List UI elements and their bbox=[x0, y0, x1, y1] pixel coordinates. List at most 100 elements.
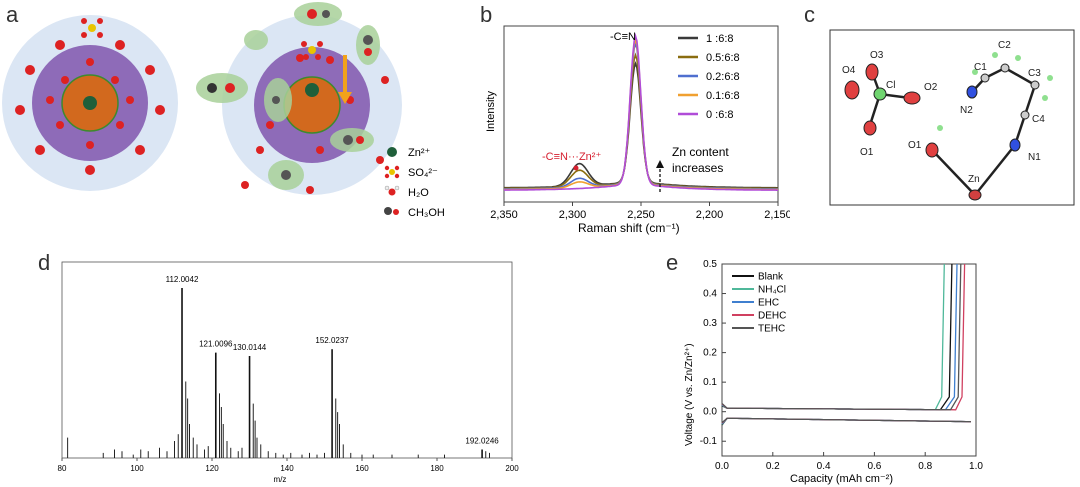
ms-peak-labels: 112.0042 121.0096 130.0144 152.0237 192.0246 bbox=[166, 275, 500, 446]
raman-shoulder-label: -C≡N···Zn²⁺ bbox=[542, 151, 601, 163]
crystal-structure: O4 O3 Cl O2 O1 C1 C2 C3 C4 N2 N1 O1 Zn bbox=[829, 29, 1075, 206]
ms-peak-label: 152.0237 bbox=[315, 336, 349, 345]
gcd-plot-frame bbox=[721, 263, 977, 457]
sulfate-icon bbox=[384, 165, 400, 179]
ms-plot-frame bbox=[61, 261, 513, 459]
atom-c2: C2 bbox=[998, 40, 1011, 51]
atom-o4: O4 bbox=[842, 65, 856, 76]
legend-so4: SO₄²⁻ bbox=[408, 167, 438, 179]
raman-tick-label: 2,300 bbox=[559, 209, 587, 221]
gcd-charge-4 bbox=[721, 263, 962, 411]
panel-c: c bbox=[800, 0, 1080, 215]
orange-arrow bbox=[338, 55, 352, 104]
gcd-legend: Blank NH₄Cl EHC DEHC TEHC bbox=[732, 272, 786, 335]
mass-spectrum: 112.0042 121.0096 130.0144 152.0237 192.0246… bbox=[58, 261, 519, 484]
ms-tick-label: 160 bbox=[355, 464, 369, 473]
ms-tick-label: 200 bbox=[505, 464, 519, 473]
methanol-molecules bbox=[207, 9, 373, 180]
water-molecules-left bbox=[15, 40, 165, 175]
ms-tick-label: 100 bbox=[130, 464, 144, 473]
gcd-y-tick-label: 0.5 bbox=[703, 259, 717, 270]
gcd-x-tick-label: 0.4 bbox=[817, 461, 831, 472]
voltage-chart: 0.0 0.2 0.4 0.6 0.8 1.0 -0.1 0.0 0.1 0.2 0.3 0.4 0.5… bbox=[684, 259, 984, 485]
gcd-legend-label: TEHC bbox=[758, 324, 785, 335]
panel-label-b: b bbox=[480, 2, 493, 27]
gcd-x-label: Capacity (mAh cm⁻²) bbox=[790, 473, 893, 485]
atoms bbox=[844, 52, 1053, 201]
raman-shoulder-marker bbox=[573, 165, 579, 171]
gcd-legend-label: Blank bbox=[758, 272, 784, 283]
gcd-curves bbox=[721, 263, 971, 426]
panel-label-d: d bbox=[38, 250, 51, 275]
atom-c4: C4 bbox=[1032, 114, 1045, 125]
ms-tick-label: 140 bbox=[280, 464, 294, 473]
panel-label-e: e bbox=[666, 250, 679, 275]
zn-increase-arrow bbox=[656, 160, 664, 192]
gcd-y-tick-label: 0.0 bbox=[703, 407, 717, 418]
panel-e: e 0.0 0.2 0.4 0.6 0.8 1.0 -0.1 0.0 0.1 0.2 0.3 0.4 0… bbox=[660, 250, 1080, 487]
ms-tick-label: 120 bbox=[205, 464, 219, 473]
atom-o1-a: O1 bbox=[860, 147, 874, 158]
gcd-x-tick-label: 0.2 bbox=[766, 461, 780, 472]
gcd-legend-label: NH₄Cl bbox=[758, 285, 786, 296]
panel-label-c: c bbox=[804, 2, 815, 27]
gcd-y-tick-label: 0.1 bbox=[703, 377, 717, 388]
atom-cl: Cl bbox=[886, 80, 895, 91]
atom-o3: O3 bbox=[870, 50, 884, 61]
panel-d: d 112.0042 121.0096 130.0144 152.0237 192.02… bbox=[0, 250, 540, 487]
gcd-charge-0 bbox=[721, 263, 953, 411]
raman-tick-label: 2,200 bbox=[696, 209, 724, 221]
ms-bars bbox=[67, 288, 490, 458]
atom-c1: C1 bbox=[974, 62, 987, 73]
gcd-y-tick-label: 0.4 bbox=[703, 289, 717, 300]
raman-legend-label: 0.5:6:8 bbox=[706, 52, 740, 64]
ms-tick-label: 80 bbox=[58, 464, 67, 473]
raman-x-ticks: 2,350 2,300 2,250 2,200 2,150 bbox=[490, 202, 790, 221]
raman-chart: 2,350 2,300 2,250 2,200 2,150 Intensity Rama… bbox=[485, 25, 790, 235]
gcd-charge-1 bbox=[721, 263, 945, 411]
raman-tick-label: 2,250 bbox=[627, 209, 655, 221]
solvation-sphere-left bbox=[2, 15, 178, 191]
ms-peak-label: 121.0096 bbox=[199, 340, 233, 349]
water-icon bbox=[384, 185, 400, 196]
zinc-ion-icon bbox=[387, 147, 397, 157]
ms-tick-label: 180 bbox=[430, 464, 444, 473]
panel-label-a: a bbox=[6, 2, 19, 27]
gcd-legend-label: DEHC bbox=[758, 311, 786, 322]
atom-labels: O4 O3 Cl O2 O1 C1 C2 C3 C4 N2 N1 O1 Zn bbox=[842, 40, 1045, 185]
ms-peak-label: 192.0246 bbox=[465, 437, 499, 446]
gcd-y-label: Voltage (V vs. Zn/Zn²⁺) bbox=[684, 343, 695, 446]
water-molecules-right bbox=[241, 54, 389, 194]
atom-n2: N2 bbox=[960, 105, 973, 116]
raman-tick-label: 2,350 bbox=[490, 209, 518, 221]
raman-series-4 bbox=[504, 32, 778, 191]
gcd-discharge-4 bbox=[721, 417, 971, 424]
gcd-x-tick-label: 0.8 bbox=[918, 461, 932, 472]
gcd-y-tick-label: 0.2 bbox=[703, 348, 717, 359]
raman-legend: 1 :6:8 0.5:6:8 0.2:6:8 0.1:6:8 0 :6:8 bbox=[678, 33, 740, 121]
raman-peak-label: -C≡N bbox=[610, 31, 636, 43]
ms-x-ticks: 80 100 120 140 160 180 200 bbox=[58, 458, 519, 473]
legend-h2o: H₂O bbox=[408, 187, 429, 199]
atom-zn: Zn bbox=[968, 174, 980, 185]
gcd-ticks: 0.0 0.2 0.4 0.6 0.8 1.0 -0.1 0.0 0.1 0.2 0.3 0.4 0.5 bbox=[700, 259, 984, 472]
sulfate-right bbox=[301, 41, 323, 60]
atom-o1-b: O1 bbox=[908, 140, 922, 151]
legend-ch3oh: CH₃OH bbox=[408, 207, 445, 219]
gcd-x-tick-label: 0.0 bbox=[715, 461, 729, 472]
panel-b: b 2,350 2,300 2,250 2,200 2,150 Intensity Ra… bbox=[460, 0, 790, 240]
gcd-y-tick-label: -0.1 bbox=[700, 436, 718, 447]
raman-legend-label: 0 :6:8 bbox=[706, 109, 734, 121]
ms-x-label: m/z bbox=[274, 475, 287, 484]
raman-legend-label: 0.2:6:8 bbox=[706, 71, 740, 83]
legend-zn: Zn²⁺ bbox=[408, 147, 431, 159]
raman-curves bbox=[504, 32, 778, 191]
methanol-icon bbox=[384, 207, 399, 215]
gcd-x-tick-label: 0.6 bbox=[867, 461, 881, 472]
sulfate-left bbox=[81, 18, 103, 38]
raman-legend-label: 1 :6:8 bbox=[706, 33, 734, 45]
raman-y-label: Intensity bbox=[485, 91, 497, 132]
atom-n1: N1 bbox=[1028, 152, 1041, 163]
legend-a: Zn²⁺ SO₄²⁻ H₂O CH₃OH bbox=[384, 147, 445, 219]
ms-peak-label: 112.0042 bbox=[166, 275, 199, 284]
